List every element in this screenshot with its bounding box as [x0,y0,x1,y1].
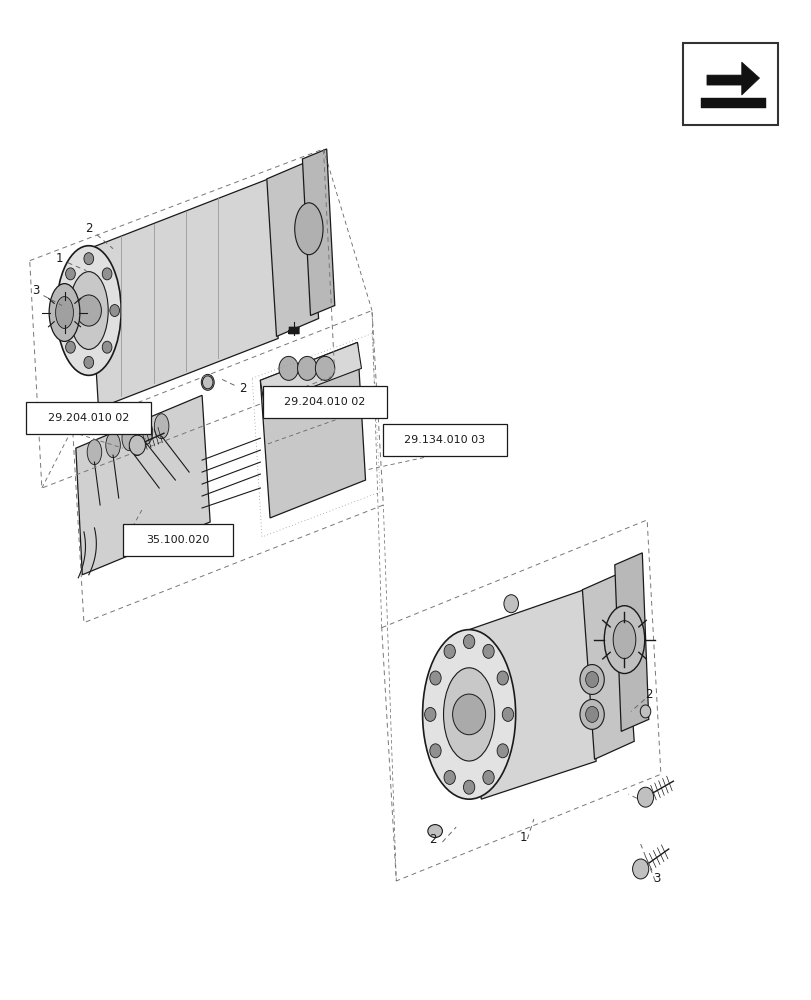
Circle shape [129,435,145,455]
Polygon shape [706,62,758,95]
Polygon shape [260,342,361,405]
Circle shape [76,295,101,326]
Circle shape [102,268,112,280]
FancyBboxPatch shape [382,424,507,456]
Text: 3: 3 [32,284,39,297]
Ellipse shape [69,272,108,349]
Circle shape [429,744,440,758]
Circle shape [463,635,474,649]
Polygon shape [581,572,633,759]
Ellipse shape [105,433,120,458]
Ellipse shape [294,203,323,255]
Circle shape [502,707,513,721]
Text: 2: 2 [428,833,436,846]
Polygon shape [469,590,595,799]
Text: 3: 3 [652,872,659,885]
Ellipse shape [138,420,152,445]
Circle shape [585,706,598,722]
Ellipse shape [579,699,603,729]
Circle shape [84,356,93,368]
Text: 29.134.010 03: 29.134.010 03 [404,435,485,445]
Ellipse shape [427,825,442,838]
Polygon shape [701,98,765,108]
Circle shape [429,671,440,685]
FancyBboxPatch shape [122,524,233,556]
Text: 2: 2 [644,688,652,701]
Circle shape [315,356,334,380]
Polygon shape [267,161,318,336]
Ellipse shape [55,297,73,328]
Circle shape [58,305,67,317]
Ellipse shape [56,246,121,375]
FancyBboxPatch shape [27,402,151,434]
Circle shape [504,595,518,613]
Ellipse shape [579,665,603,694]
Ellipse shape [603,606,644,674]
Ellipse shape [202,376,212,389]
Circle shape [632,859,648,879]
Circle shape [297,356,316,380]
Polygon shape [88,179,278,408]
Text: 2: 2 [238,382,246,395]
Circle shape [66,341,75,353]
Ellipse shape [49,284,79,341]
Circle shape [585,672,598,687]
Ellipse shape [422,630,515,799]
Circle shape [424,707,436,721]
Text: 3: 3 [134,446,141,459]
Polygon shape [614,553,648,731]
Ellipse shape [612,621,635,659]
Circle shape [444,770,455,784]
Ellipse shape [154,414,169,439]
Circle shape [84,253,93,265]
Circle shape [496,671,508,685]
Circle shape [483,770,494,784]
Circle shape [496,744,508,758]
Ellipse shape [443,668,494,761]
Bar [682,43,777,125]
Ellipse shape [122,426,136,451]
Text: 2: 2 [85,222,92,235]
Circle shape [279,356,298,380]
Circle shape [463,780,474,794]
Circle shape [66,268,75,280]
Polygon shape [260,342,365,518]
Circle shape [109,305,119,317]
Text: 29.204.010 02: 29.204.010 02 [48,413,129,423]
Circle shape [102,341,112,353]
Circle shape [637,787,653,807]
Text: 1: 1 [519,831,526,844]
Polygon shape [302,149,334,316]
Circle shape [452,694,485,735]
Text: 29.204.010 02: 29.204.010 02 [284,397,365,407]
FancyBboxPatch shape [263,386,387,418]
Text: 3: 3 [644,793,652,806]
Circle shape [444,644,455,658]
Circle shape [201,374,214,390]
Polygon shape [75,395,210,575]
Ellipse shape [87,440,101,465]
Ellipse shape [640,705,650,718]
Text: 1: 1 [56,252,63,265]
Circle shape [483,644,494,658]
Text: 35.100.020: 35.100.020 [146,535,209,545]
